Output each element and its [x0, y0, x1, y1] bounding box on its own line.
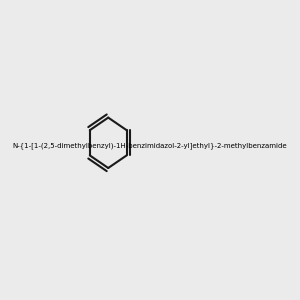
Text: N-{1-[1-(2,5-dimethylbenzyl)-1H-benzimidazol-2-yl]ethyl}-2-methylbenzamide: N-{1-[1-(2,5-dimethylbenzyl)-1H-benzimid… — [13, 142, 287, 149]
